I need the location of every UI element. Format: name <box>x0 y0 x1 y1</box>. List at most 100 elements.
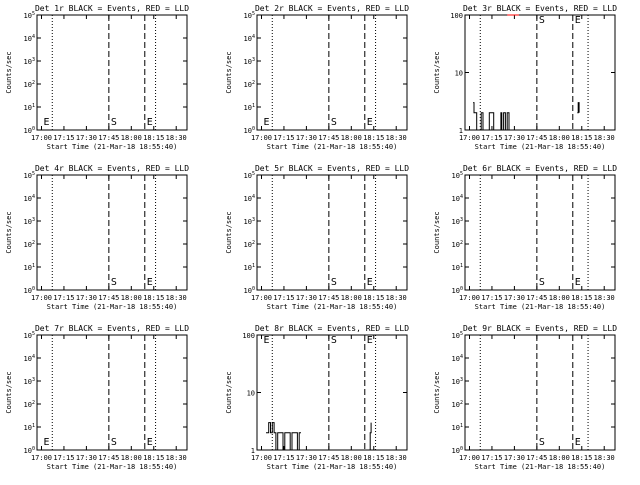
y-axis-label: Counts/sec <box>225 51 233 93</box>
series-line-2 <box>577 102 580 114</box>
x-axis-label: Start Time (21-Mar-18 18:55:40) <box>47 303 178 311</box>
end-marker: E <box>575 277 581 288</box>
y-tick-exponent: 1 <box>252 103 255 109</box>
panel-title: Det 3r BLACK = Events, RED = LLD <box>463 4 617 13</box>
x-tick-label: 18:15 <box>143 294 164 302</box>
panel-det-6: Det 6r BLACK = Events, RED = LLD Counts/s… <box>433 164 617 311</box>
x-tick-label: 17:15 <box>481 294 502 302</box>
x-axis-label: Start Time (21-Mar-18 18:55:40) <box>267 463 398 471</box>
y-axis-label: Counts/sec <box>433 51 441 93</box>
x-tick-label: 17:00 <box>251 454 272 462</box>
panel-det-1: Det 1r BLACK = Events, RED = LLD Counts/s… <box>5 4 189 151</box>
plot-frame <box>464 14 616 131</box>
x-tick-label: 18:15 <box>571 134 592 142</box>
y-tick-label: 100 <box>244 126 255 135</box>
x-tick-label: 17:45 <box>98 134 119 142</box>
panel-det-5: Det 5r BLACK = Events, RED = LLD Counts/s… <box>225 164 409 311</box>
x-axis-label: Start Time (21-Mar-18 18:55:40) <box>475 303 606 311</box>
x-tick-label: 17:00 <box>459 134 480 142</box>
x-tick-label: 18:30 <box>166 134 187 142</box>
y-tick-exponent: 4 <box>460 194 463 200</box>
x-tick-label: 17:00 <box>251 294 272 302</box>
series-line-2 <box>369 422 372 451</box>
y-tick-exponent: 5 <box>252 11 255 17</box>
x-tick-label: 17:00 <box>459 294 480 302</box>
y-tick-label: 1 <box>251 447 255 455</box>
plot-frame <box>464 334 616 451</box>
y-tick-exponent: 2 <box>252 80 255 86</box>
y-tick-label: 102 <box>244 240 255 249</box>
y-tick-exponent: 1 <box>252 263 255 269</box>
x-tick-label: 17:30 <box>76 134 97 142</box>
x-tick-label: 18:30 <box>594 294 615 302</box>
x-tick-label: 17:45 <box>526 454 547 462</box>
y-tick-label: 103 <box>452 377 463 386</box>
y-tick-exponent: 4 <box>252 194 255 200</box>
x-tick-label: 17:30 <box>504 294 525 302</box>
x-tick-label: 18:00 <box>549 294 570 302</box>
series-line-1 <box>266 422 301 451</box>
x-tick-label: 17:15 <box>53 294 74 302</box>
x-tick-label: 17:30 <box>296 134 317 142</box>
panel-title: Det 4r BLACK = Events, RED = LLD <box>35 164 189 173</box>
start-marker: S <box>331 117 337 128</box>
y-tick-label: 105 <box>24 171 35 180</box>
x-tick-label: 18:00 <box>341 294 362 302</box>
y-tick-exponent: 0 <box>252 126 255 132</box>
x-tick-label: 18:00 <box>549 134 570 142</box>
y-tick-exponent: 0 <box>252 286 255 292</box>
x-tick-label: 18:30 <box>386 294 407 302</box>
y-tick-label: 102 <box>24 80 35 89</box>
x-tick-label: 17:15 <box>273 294 294 302</box>
x-axis-label: Start Time (21-Mar-18 18:55:40) <box>47 143 178 151</box>
y-tick-label: 104 <box>244 194 255 203</box>
x-axis-label: Start Time (21-Mar-18 18:55:40) <box>475 463 606 471</box>
x-tick-label: 18:30 <box>166 294 187 302</box>
x-tick-label: 17:45 <box>98 294 119 302</box>
y-tick-label: 100 <box>244 286 255 295</box>
panel-det-2: Det 2r BLACK = Events, RED = LLD Counts/s… <box>225 4 409 151</box>
x-tick-label: 17:30 <box>76 454 97 462</box>
end-marker: E <box>367 117 373 128</box>
x-tick-label: 17:00 <box>251 134 272 142</box>
x-tick-label: 17:00 <box>31 134 52 142</box>
y-tick-exponent: 3 <box>252 217 255 223</box>
series-line-1 <box>473 102 510 131</box>
plot-frame <box>256 174 408 291</box>
y-tick-exponent: 4 <box>460 354 463 360</box>
y-tick-exponent: 5 <box>32 331 35 337</box>
x-tick-label: 17:15 <box>53 134 74 142</box>
start-marker: S <box>539 15 545 26</box>
panel-det-3: Det 3r BLACK = Events, RED = LLD Counts/s… <box>433 4 617 151</box>
y-tick-label: 102 <box>24 240 35 249</box>
y-tick-label: 103 <box>452 217 463 226</box>
y-tick-label: 101 <box>244 103 255 112</box>
panel-title: Det 7r BLACK = Events, RED = LLD <box>35 324 189 333</box>
x-tick-label: 17:45 <box>318 454 339 462</box>
y-tick-exponent: 0 <box>460 446 463 452</box>
x-axis-label: Start Time (21-Mar-18 18:55:40) <box>47 463 178 471</box>
y-tick-label: 100 <box>24 446 35 455</box>
x-tick-label: 17:30 <box>296 454 317 462</box>
end-marker: E <box>43 437 49 448</box>
x-tick-label: 17:30 <box>76 294 97 302</box>
start-marker: S <box>539 277 545 288</box>
y-tick-label: 105 <box>24 11 35 20</box>
y-tick-label: 100 <box>452 286 463 295</box>
x-tick-label: 17:15 <box>273 454 294 462</box>
y-tick-exponent: 5 <box>252 171 255 177</box>
x-axis-label: Start Time (21-Mar-18 18:55:40) <box>267 303 398 311</box>
y-tick-label: 101 <box>24 423 35 432</box>
y-tick-label: 102 <box>452 240 463 249</box>
y-tick-label: 101 <box>452 263 463 272</box>
y-tick-exponent: 3 <box>252 57 255 63</box>
x-tick-label: 17:15 <box>481 454 502 462</box>
y-tick-exponent: 3 <box>32 217 35 223</box>
y-tick-exponent: 0 <box>32 446 35 452</box>
start-marker: S <box>111 277 117 288</box>
y-tick-label: 101 <box>24 263 35 272</box>
x-tick-label: 17:30 <box>296 294 317 302</box>
x-tick-label: 18:30 <box>594 134 615 142</box>
y-tick-label: 102 <box>24 400 35 409</box>
